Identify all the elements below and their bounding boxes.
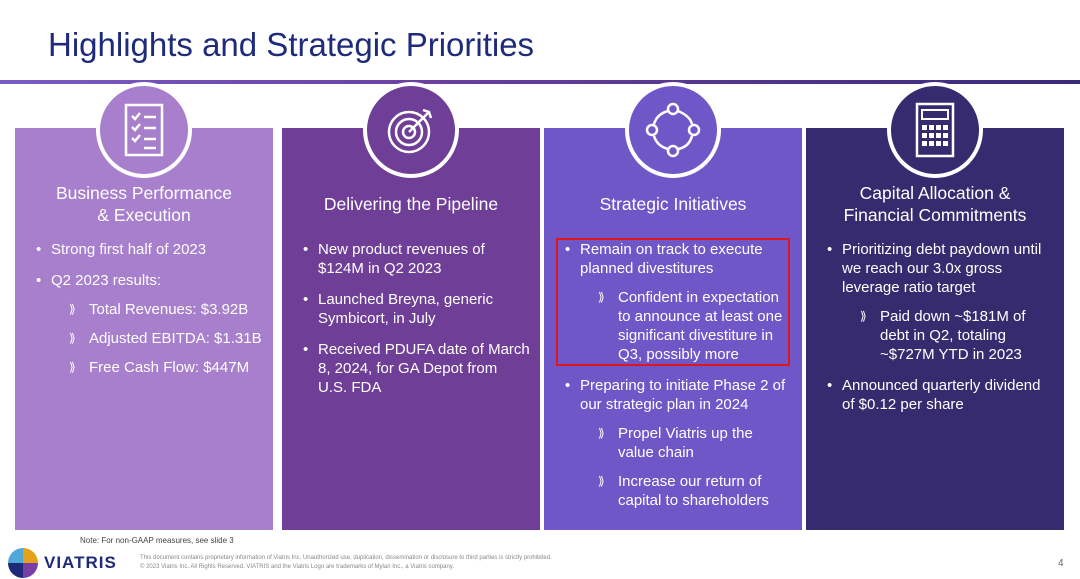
- panel-business-performance: Business Performance & Execution Strong …: [15, 128, 273, 530]
- checklist-icon: [96, 82, 192, 178]
- list-item: Prioritizing debt paydown until we reach…: [826, 240, 1054, 364]
- footnote: Note: For non-GAAP measures, see slide 3: [80, 536, 234, 545]
- list-item: Q2 2023 results: Total Revenues: $3.92B …: [35, 271, 263, 377]
- panel-delivering-pipeline: Delivering the Pipeline New product reve…: [282, 128, 540, 530]
- sub-item: Free Cash Flow: $447M: [51, 358, 263, 377]
- list-item: Received PDUFA date of March 8, 2024, fo…: [302, 340, 530, 397]
- sub-item: Total Revenues: $3.92B: [51, 300, 263, 319]
- sub-item: Confident in expectation to announce at …: [580, 288, 792, 364]
- list-item: Strong first half of 2023: [35, 240, 263, 259]
- logo-text: VIATRIS: [44, 553, 117, 572]
- list-item: Launched Breyna, generic Symbicort, in J…: [302, 290, 530, 328]
- panel-heading: Business Performance & Execution: [55, 183, 233, 225]
- cycle-icon: [625, 82, 721, 178]
- title-divider: [0, 80, 1080, 84]
- list-item: New product revenues of $124M in Q2 2023: [302, 240, 530, 278]
- sub-item: Paid down ~$181M of debt in Q2, totaling…: [842, 307, 1054, 364]
- panel-strategic-initiatives: Strategic Initiatives Remain on track to…: [544, 128, 802, 530]
- page-title: Highlights and Strategic Priorities: [48, 26, 535, 63]
- panel-capital-allocation: Capital Allocation & Financial Commitmen…: [806, 128, 1064, 530]
- sub-item: Increase our return of capital to shareh…: [580, 472, 792, 510]
- page-number: 4: [1058, 558, 1064, 569]
- logo-mark-icon: [8, 548, 38, 578]
- bullet-list: Remain on track to execute planned dives…: [564, 240, 792, 522]
- bullet-list: Prioritizing debt paydown until we reach…: [826, 240, 1054, 426]
- bullet-list: Strong first half of 2023 Q2 2023 result…: [35, 240, 263, 389]
- panel-heading: Strategic Initiatives: [599, 194, 747, 214]
- sub-item: Propel Viatris up the value chain: [580, 424, 792, 462]
- target-icon: [363, 82, 459, 178]
- bullet-list: New product revenues of $124M in Q2 2023…: [302, 240, 530, 409]
- panel-heading: Capital Allocation & Financial Commitmen…: [843, 183, 1027, 225]
- list-item: Announced quarterly dividend of $0.12 pe…: [826, 376, 1054, 414]
- legal-text: This document contains proprietary infor…: [140, 555, 552, 570]
- viatris-logo: VIATRIS: [8, 548, 117, 578]
- highlight-box: [556, 238, 790, 366]
- panel-heading: Delivering the Pipeline: [323, 194, 499, 214]
- calculator-icon: [887, 82, 983, 178]
- list-item: Remain on track to execute planned dives…: [564, 240, 792, 364]
- list-item: Preparing to initiate Phase 2 of our str…: [564, 376, 792, 510]
- sub-item: Adjusted EBITDA: $1.31B: [51, 329, 263, 348]
